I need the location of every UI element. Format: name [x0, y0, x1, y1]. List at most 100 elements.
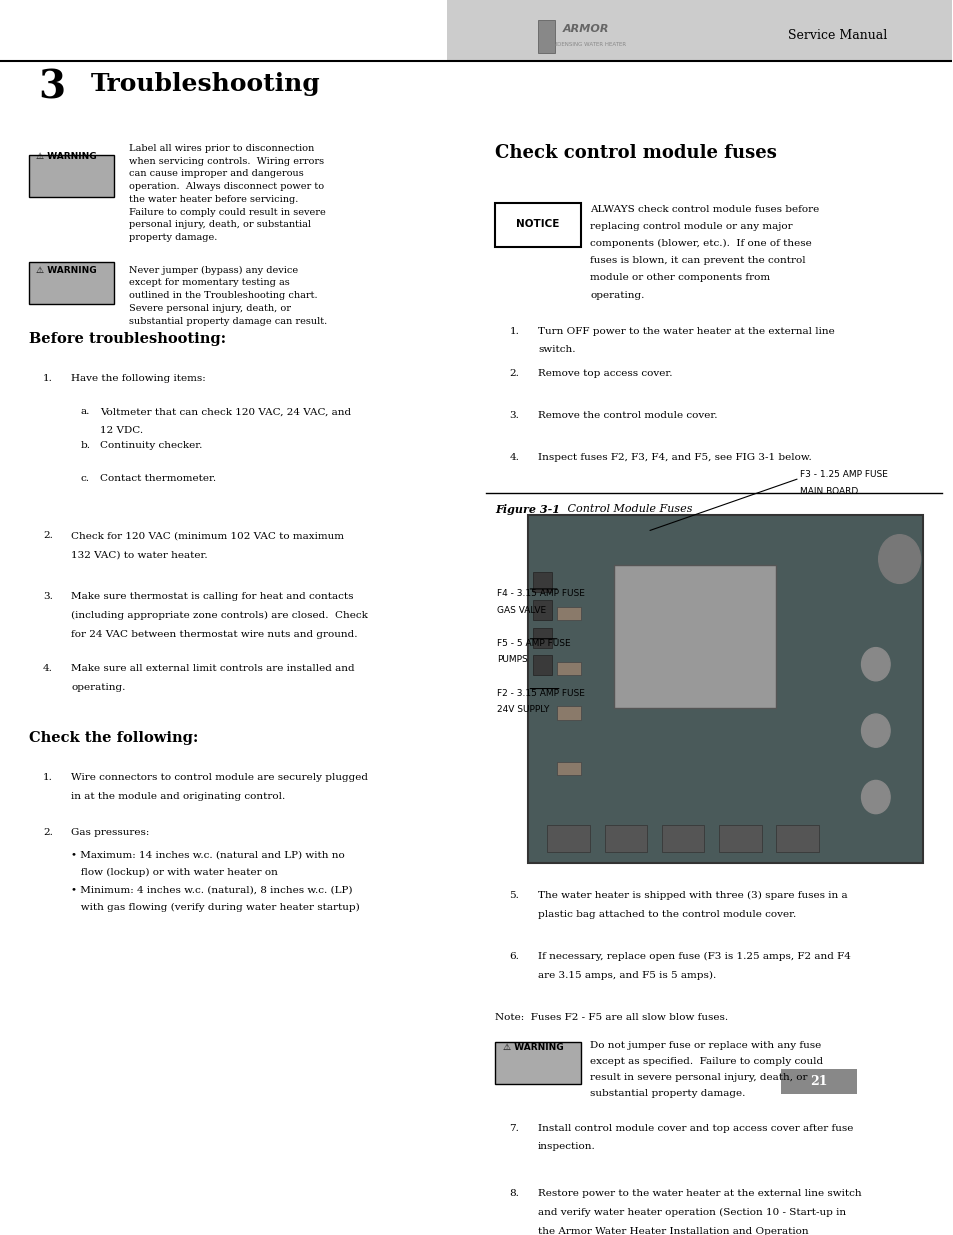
Text: F4 - 3.15 AMP FUSE: F4 - 3.15 AMP FUSE — [497, 589, 584, 598]
Text: plastic bag attached to the control module cover.: plastic bag attached to the control modu… — [537, 910, 796, 919]
Text: result in severe personal injury, death, or: result in severe personal injury, death,… — [590, 1073, 807, 1082]
FancyBboxPatch shape — [29, 262, 114, 304]
FancyBboxPatch shape — [614, 564, 775, 709]
Text: flow (lockup) or with water heater on: flow (lockup) or with water heater on — [71, 868, 278, 877]
Text: 4.: 4. — [43, 664, 52, 673]
FancyBboxPatch shape — [557, 606, 580, 620]
Text: F3 - 1.25 AMP FUSE: F3 - 1.25 AMP FUSE — [799, 471, 886, 479]
Text: module or other components from: module or other components from — [590, 273, 770, 283]
Text: F2 - 3.15 AMP FUSE: F2 - 3.15 AMP FUSE — [497, 689, 584, 698]
Text: replacing control module or any major: replacing control module or any major — [590, 222, 792, 231]
FancyBboxPatch shape — [557, 706, 580, 720]
Text: except as specified.  Failure to comply could: except as specified. Failure to comply c… — [590, 1057, 822, 1066]
Text: NOTICE: NOTICE — [516, 219, 559, 228]
Text: 2.: 2. — [43, 531, 52, 541]
FancyBboxPatch shape — [557, 662, 580, 676]
Text: 3.: 3. — [509, 411, 518, 420]
Text: the Armor Water Heater Installation and Operation: the Armor Water Heater Installation and … — [537, 1226, 807, 1235]
Text: 2.: 2. — [43, 827, 52, 837]
Text: 5.: 5. — [509, 892, 518, 900]
Text: inspection.: inspection. — [537, 1142, 595, 1151]
Text: 4.: 4. — [509, 453, 518, 462]
FancyBboxPatch shape — [537, 20, 555, 53]
FancyBboxPatch shape — [533, 572, 552, 593]
Text: ARMOR: ARMOR — [561, 23, 608, 33]
FancyBboxPatch shape — [718, 825, 760, 852]
Text: components (blower, etc.).  If one of these: components (blower, etc.). If one of the… — [590, 240, 811, 248]
Text: Continuity checker.: Continuity checker. — [100, 441, 202, 450]
Text: Service Manual: Service Manual — [787, 28, 886, 42]
Text: Restore power to the water heater at the external line switch: Restore power to the water heater at the… — [537, 1189, 861, 1198]
Text: 8.: 8. — [509, 1189, 518, 1198]
Text: Turn OFF power to the water heater at the external line: Turn OFF power to the water heater at th… — [537, 326, 834, 336]
Text: 12 VDC.: 12 VDC. — [100, 426, 143, 435]
Text: PUMPS: PUMPS — [497, 656, 527, 664]
Text: GAS VALVE: GAS VALVE — [497, 605, 545, 615]
Text: operating.: operating. — [71, 683, 126, 692]
Text: Voltmeter that can check 120 VAC, 24 VAC, and: Voltmeter that can check 120 VAC, 24 VAC… — [100, 408, 351, 416]
FancyBboxPatch shape — [533, 627, 552, 647]
Text: in at the module and originating control.: in at the module and originating control… — [71, 792, 285, 800]
Text: 132 VAC) to water heater.: 132 VAC) to water heater. — [71, 550, 208, 559]
FancyBboxPatch shape — [780, 1070, 856, 1094]
Text: F5 - 5 AMP FUSE: F5 - 5 AMP FUSE — [497, 638, 570, 647]
Text: Severe personal injury, death, or: Severe personal injury, death, or — [129, 304, 291, 312]
Text: ⚠ WARNING: ⚠ WARNING — [36, 266, 96, 274]
Text: (including appropriate zone controls) are closed.  Check: (including appropriate zone controls) ar… — [71, 611, 368, 620]
Text: when servicing controls.  Wiring errors: when servicing controls. Wiring errors — [129, 157, 323, 165]
Text: Figure 3-1: Figure 3-1 — [495, 504, 559, 515]
Text: CONDENSING WATER HEATER: CONDENSING WATER HEATER — [544, 42, 625, 47]
Circle shape — [861, 647, 889, 680]
Text: a.: a. — [81, 408, 91, 416]
Text: Label all wires prior to disconnection: Label all wires prior to disconnection — [129, 144, 314, 153]
Text: Control Module Fuses: Control Module Fuses — [563, 504, 691, 514]
Text: except for momentary testing as: except for momentary testing as — [129, 278, 289, 288]
Text: Check the following:: Check the following: — [29, 731, 197, 745]
Text: can cause improper and dangerous: can cause improper and dangerous — [129, 169, 303, 178]
Text: If necessary, replace open fuse (F3 is 1.25 amps, F2 and F4: If necessary, replace open fuse (F3 is 1… — [537, 952, 850, 961]
Text: 24V SUPPLY: 24V SUPPLY — [497, 705, 549, 714]
FancyBboxPatch shape — [557, 762, 580, 774]
Circle shape — [878, 535, 920, 583]
Text: Gas pressures:: Gas pressures: — [71, 827, 150, 837]
Text: switch.: switch. — [537, 346, 575, 354]
Text: 3: 3 — [38, 69, 65, 106]
Text: Check for 120 VAC (minimum 102 VAC to maximum: Check for 120 VAC (minimum 102 VAC to ma… — [71, 531, 344, 541]
Text: • Maximum: 14 inches w.c. (natural and LP) with no: • Maximum: 14 inches w.c. (natural and L… — [71, 850, 345, 860]
FancyBboxPatch shape — [533, 600, 552, 620]
Text: c.: c. — [81, 474, 90, 483]
Text: Before troubleshooting:: Before troubleshooting: — [29, 332, 226, 346]
Circle shape — [861, 714, 889, 747]
FancyBboxPatch shape — [495, 1041, 580, 1084]
Text: Install control module cover and top access cover after fuse: Install control module cover and top acc… — [537, 1124, 852, 1132]
Text: 1.: 1. — [43, 374, 52, 383]
Text: 1.: 1. — [43, 773, 52, 782]
Text: Make sure all external limit controls are installed and: Make sure all external limit controls ar… — [71, 664, 355, 673]
Text: operation.  Always disconnect power to: operation. Always disconnect power to — [129, 182, 323, 191]
FancyBboxPatch shape — [547, 825, 590, 852]
Text: Do not jumper fuse or replace with any fuse: Do not jumper fuse or replace with any f… — [590, 1041, 821, 1050]
Text: operating.: operating. — [590, 290, 644, 300]
Text: 7.: 7. — [509, 1124, 518, 1132]
Text: Have the following items:: Have the following items: — [71, 374, 206, 383]
FancyBboxPatch shape — [661, 825, 703, 852]
FancyBboxPatch shape — [775, 825, 818, 852]
Text: with gas flowing (verify during water heater startup): with gas flowing (verify during water he… — [71, 903, 360, 913]
Text: Check control module fuses: Check control module fuses — [495, 144, 776, 162]
Text: Remove the control module cover.: Remove the control module cover. — [537, 411, 717, 420]
Text: ⚠ WARNING: ⚠ WARNING — [502, 1042, 562, 1052]
Text: personal injury, death, or substantial: personal injury, death, or substantial — [129, 220, 310, 230]
Text: substantial property damage.: substantial property damage. — [590, 1089, 745, 1098]
Text: and verify water heater operation (Section 10 - Start-up in: and verify water heater operation (Secti… — [537, 1208, 845, 1216]
Text: 2.: 2. — [509, 368, 518, 378]
Text: 21: 21 — [809, 1074, 826, 1088]
Text: ALWAYS check control module fuses before: ALWAYS check control module fuses before — [590, 205, 819, 214]
Text: the water heater before servicing.: the water heater before servicing. — [129, 195, 297, 204]
Text: MAIN BOARD: MAIN BOARD — [799, 487, 857, 496]
FancyBboxPatch shape — [29, 154, 114, 198]
Text: 3.: 3. — [43, 593, 52, 601]
Text: Troubleshooting: Troubleshooting — [91, 72, 320, 96]
Text: 1.: 1. — [509, 326, 518, 336]
Text: are 3.15 amps, and F5 is 5 amps).: are 3.15 amps, and F5 is 5 amps). — [537, 971, 716, 979]
Text: Contact thermometer.: Contact thermometer. — [100, 474, 216, 483]
